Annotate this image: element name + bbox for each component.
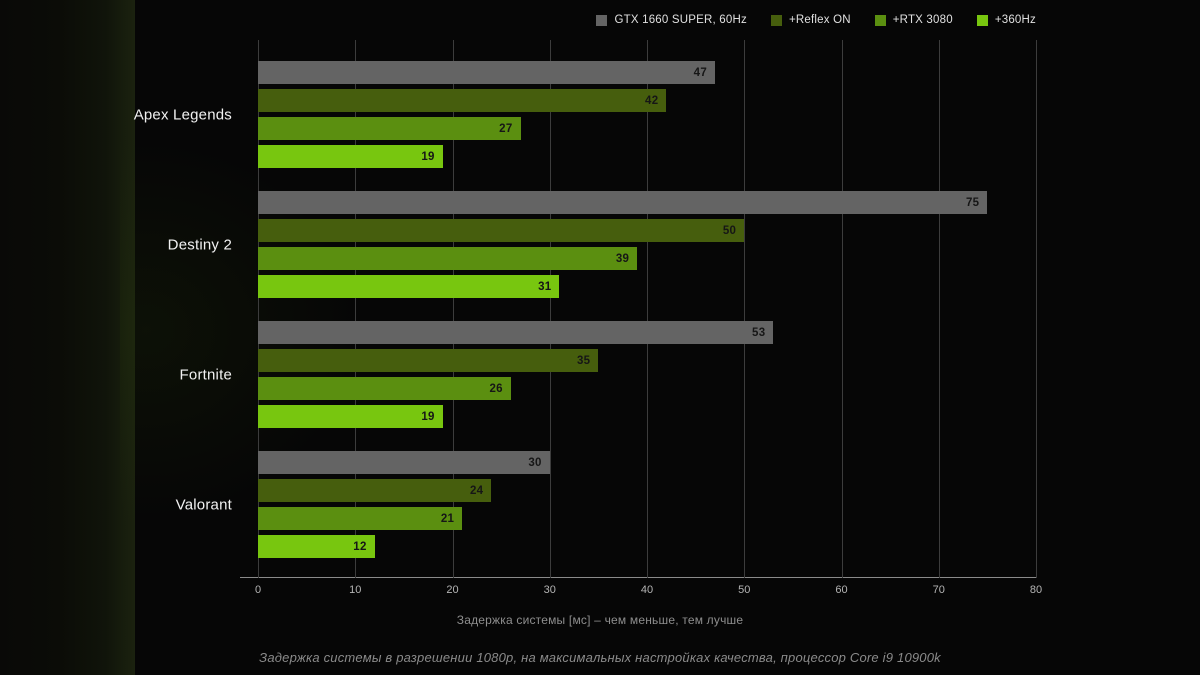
gridline	[647, 40, 648, 578]
x-tick-label: 50	[738, 584, 751, 596]
bar-value-label: 53	[752, 326, 766, 339]
bar-value-label: 31	[538, 280, 552, 293]
category-label: Valorant	[175, 496, 232, 514]
gridline	[744, 40, 746, 578]
legend-swatch-icon	[976, 14, 988, 26]
legend-label: +Reflex ON	[788, 14, 851, 26]
bar-value-label: 12	[353, 540, 367, 553]
bar: 35	[258, 349, 599, 372]
category-labels: Apex Legends Destiny 2 Fortnite Valorant	[0, 40, 245, 578]
bar-value-label: 19	[421, 410, 435, 423]
bar: 26	[258, 377, 511, 400]
bar-value-label: 39	[615, 252, 630, 265]
gridline	[549, 40, 551, 578]
legend-label: +360Hz	[994, 14, 1036, 26]
bar-value-label: 21	[440, 512, 455, 525]
x-tick-label: 40	[640, 584, 654, 596]
gridline	[452, 40, 454, 578]
bar: 19	[258, 405, 443, 428]
bar-value-label: 35	[576, 354, 591, 367]
bar-value-label: 26	[489, 382, 503, 395]
bar-value-label: 42	[645, 94, 659, 107]
category-label: Destiny 2	[167, 236, 232, 254]
bar-value-label: 47	[693, 66, 708, 79]
x-tick-label: 30	[543, 584, 556, 596]
legend-swatch-icon	[596, 14, 608, 26]
legend-item-3: +360Hz	[976, 14, 1036, 26]
bar-value-label: 27	[499, 122, 513, 135]
chart-footnote: Задержка системы в разрешении 1080p, на …	[259, 650, 941, 665]
gridline	[938, 40, 940, 578]
bar: 27	[258, 117, 521, 140]
x-tick-label: 20	[446, 584, 459, 596]
bar: 12	[258, 535, 375, 558]
bar: 30	[258, 451, 550, 474]
legend-label: GTX 1660 SUPER, 60Hz	[614, 14, 747, 26]
legend-swatch-icon	[770, 14, 782, 26]
bar: 53	[258, 321, 774, 344]
x-axis-title: Задержка системы [мс] – чем меньше, тем …	[456, 613, 744, 627]
x-tick-label: 70	[932, 584, 945, 596]
bar: 21	[258, 507, 463, 530]
bar-value-label: 30	[528, 456, 542, 469]
legend-item-0: GTX 1660 SUPER, 60Hz	[596, 14, 747, 26]
x-tick-label: 60	[835, 584, 848, 596]
bar-group-1: 75 50 39 31	[258, 180, 1036, 310]
bar: 19	[258, 145, 443, 168]
gridline	[841, 40, 843, 578]
bar: 42	[258, 89, 667, 112]
x-axis-line	[240, 577, 1036, 578]
bar: 39	[258, 247, 638, 270]
gridline	[355, 40, 357, 578]
legend-item-1: +Reflex ON	[770, 14, 851, 26]
legend-swatch-icon	[874, 14, 886, 26]
category-label: Fortnite	[179, 366, 232, 384]
bar: 47	[258, 61, 716, 84]
bar-value-label: 75	[965, 196, 980, 209]
bar-value-label: 24	[469, 484, 484, 497]
plot-area: 47 42 27 19 75 50 39 31 53 35 26 19 30 24 21 12	[240, 40, 1037, 578]
gridline	[258, 40, 259, 578]
bar-group-3: 30 24 21 12	[258, 440, 1036, 570]
x-tick-label: 0	[254, 584, 262, 596]
x-tick-label: 10	[349, 584, 362, 596]
bar: 24	[258, 479, 492, 502]
bar: 50	[258, 219, 745, 242]
bar: 31	[258, 275, 560, 298]
category-label: Apex Legends	[133, 106, 232, 124]
legend-item-2: +RTX 3080	[874, 14, 953, 26]
bar-group-0: 47 42 27 19	[258, 50, 1036, 180]
bar-value-label: 19	[421, 150, 435, 163]
chart-legend: GTX 1660 SUPER, 60Hz +Reflex ON +RTX 3080 +…	[596, 14, 1036, 26]
gridline	[1036, 40, 1037, 578]
bar-group-2: 53 35 26 19	[258, 310, 1036, 440]
x-tick-label: 80	[1029, 584, 1043, 596]
legend-label: +RTX 3080	[892, 14, 953, 26]
x-axis-tick-labels: 0 10 20 30 40 50 60 70 80	[254, 584, 1042, 598]
background-left-strip	[0, 0, 135, 675]
bar: 75	[258, 191, 988, 214]
bar-value-label: 50	[722, 224, 737, 237]
